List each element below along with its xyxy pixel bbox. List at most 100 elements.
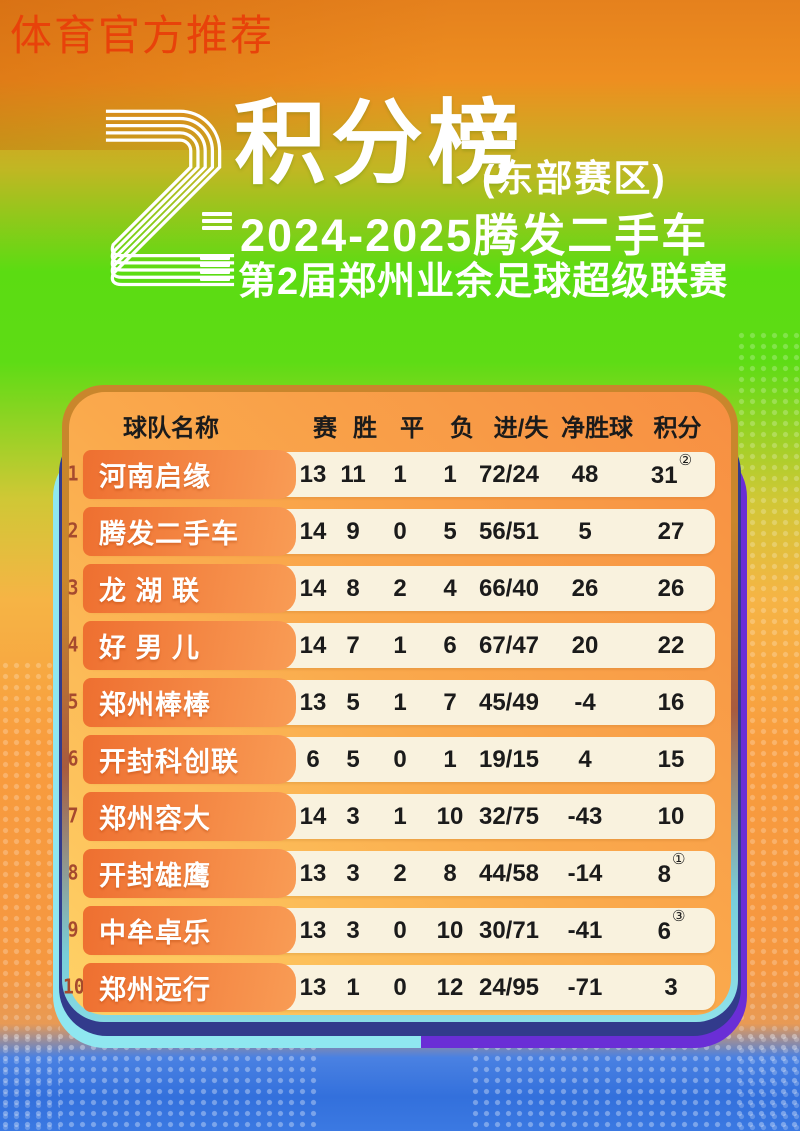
cell-goal-diff: -4 — [574, 688, 596, 716]
cell-played: 13 — [299, 973, 327, 1001]
cell-drawn: 1 — [393, 688, 407, 716]
cell-goals: 30/71 — [478, 916, 540, 944]
cell-drawn: 0 — [393, 517, 407, 545]
col-header-played: 赛 — [313, 414, 337, 442]
cell-played: 13 — [299, 859, 327, 887]
table-header-row: 球队名称 赛 胜 平 负 进/失 净胜球 积分 — [71, 406, 715, 444]
row-pill: 腾发二手车 14 9 0 5 56/51 5 27 — [83, 507, 715, 556]
cell-goals: 45/49 — [478, 688, 540, 716]
cell-lost: 10 — [436, 802, 464, 830]
cell-won: 5 — [346, 688, 360, 716]
cell-goal-diff: -14 — [567, 859, 603, 887]
division-label: (东部赛区) — [482, 158, 667, 199]
team-name-badge: 腾发二手车 — [83, 507, 296, 556]
cell-drawn: 0 — [393, 916, 407, 944]
cell-goal-diff: 48 — [571, 460, 599, 488]
cell-goals: 56/51 — [478, 517, 540, 545]
rank-number: 4 — [67, 633, 79, 658]
table-row: 10 郑州远行 13 1 0 12 24/95 -71 3 — [63, 963, 715, 1012]
team-name-badge: 郑州棒棒 — [83, 678, 296, 727]
cell-goal-diff: -43 — [567, 802, 603, 830]
cell-points: 8① — [657, 850, 686, 888]
team-name-badge: 好 男 儿 — [83, 621, 296, 670]
cell-played: 14 — [299, 802, 327, 830]
points-footnote: ③ — [671, 907, 686, 925]
col-header-lost: 负 — [450, 414, 474, 442]
table-body: 1 河南启缘 13 11 1 1 72/24 48 31② — [63, 450, 715, 1012]
subtitle-line-1: 2024-2025腾发二手车 — [240, 210, 709, 261]
cell-played: 13 — [299, 460, 327, 488]
cell-points: 16 — [657, 689, 685, 716]
table-row: 8 开封雄鹰 13 3 2 8 44/58 -14 8① — [68, 849, 715, 898]
col-header-goal-diff: 净胜球 — [561, 414, 633, 442]
col-header-team: 球队名称 — [123, 414, 219, 442]
cell-drawn: 0 — [393, 973, 407, 1001]
standings-card: 球队名称 赛 胜 平 负 进/失 净胜球 积分 1 河南启缘 — [53, 385, 747, 1048]
cell-lost: 1 — [443, 745, 457, 773]
cell-goals: 67/47 — [478, 631, 540, 659]
row-pill: 中牟卓乐 13 3 0 10 30/71 -41 6③ — [83, 906, 715, 955]
cell-goals: 44/58 — [478, 859, 540, 887]
standings-table: 球队名称 赛 胜 平 负 进/失 净胜球 积分 1 河南启缘 — [63, 392, 731, 1015]
cell-lost: 5 — [443, 517, 457, 545]
row-pill: 开封科创联 6 5 0 1 19/15 4 15 — [83, 735, 715, 784]
cell-drawn: 0 — [393, 745, 407, 773]
cell-lost: 10 — [436, 916, 464, 944]
col-header-drawn: 平 — [400, 414, 424, 442]
cell-won: 1 — [346, 973, 360, 1001]
row-pill: 开封雄鹰 13 3 2 8 44/58 -14 8① — [83, 849, 715, 898]
stripes-decoration — [200, 256, 230, 281]
big-number-2-graphic — [105, 109, 235, 287]
cell-goal-diff: 26 — [571, 574, 599, 602]
cell-goal-diff: -71 — [567, 973, 603, 1001]
cell-won: 5 — [346, 745, 360, 773]
cell-drawn: 2 — [393, 859, 407, 887]
cell-lost: 7 — [443, 688, 457, 716]
cell-goals: 24/95 — [478, 973, 540, 1001]
cell-won: 8 — [346, 574, 360, 602]
row-pill: 好 男 儿 14 7 1 6 67/47 20 22 — [83, 621, 715, 670]
page-title: 积分榜 — [234, 93, 526, 195]
team-name-badge: 河南启缘 — [83, 450, 296, 499]
rank-number: 1 — [67, 462, 79, 487]
points-footnote: ② — [678, 451, 693, 469]
team-name-badge: 龙 湖 联 — [83, 564, 296, 613]
col-header-goals: 进/失 — [493, 414, 549, 442]
cell-played: 13 — [299, 916, 327, 944]
cell-played: 14 — [299, 517, 327, 545]
cell-points: 27 — [657, 518, 685, 545]
cell-goals: 66/40 — [478, 574, 540, 602]
cell-points: 10 — [657, 803, 685, 830]
cell-lost: 1 — [443, 460, 457, 488]
row-pill: 郑州棒棒 13 5 1 7 45/49 -4 16 — [83, 678, 715, 727]
cell-goals: 72/24 — [478, 460, 540, 488]
row-pill: 龙 湖 联 14 8 2 4 66/40 26 26 — [83, 564, 715, 613]
col-header-won: 胜 — [353, 414, 377, 442]
table-row: 7 郑州容大 14 3 1 10 32/75 -43 10 — [68, 792, 715, 841]
cell-points: 31② — [650, 451, 693, 489]
cell-points: 6③ — [657, 907, 686, 945]
row-pill: 郑州容大 14 3 1 10 32/75 -43 10 — [83, 792, 715, 841]
cell-drawn: 1 — [393, 460, 407, 488]
cell-won: 3 — [346, 802, 360, 830]
rank-number: 8 — [67, 861, 79, 886]
cell-lost: 8 — [443, 859, 457, 887]
rank-number: 10 — [63, 975, 85, 1000]
cell-lost: 12 — [436, 973, 464, 1001]
team-name-badge: 开封雄鹰 — [83, 849, 296, 898]
promo-text: 体育官方推荐 — [10, 14, 275, 60]
row-pill: 郑州远行 13 1 0 12 24/95 -71 3 — [83, 963, 715, 1012]
points-footnote: ① — [671, 850, 686, 868]
cell-won: 11 — [340, 460, 366, 488]
cell-drawn: 2 — [393, 574, 407, 602]
cell-points: 22 — [657, 632, 685, 659]
cell-lost: 6 — [443, 631, 457, 659]
cell-points: 15 — [657, 746, 685, 773]
table-row: 3 龙 湖 联 14 8 2 4 66/40 26 26 — [68, 564, 715, 613]
rank-number: 7 — [67, 804, 79, 829]
rank-number: 2 — [67, 519, 79, 544]
cell-drawn: 1 — [393, 631, 407, 659]
cell-goal-diff: 4 — [578, 745, 592, 773]
cell-won: 3 — [346, 916, 360, 944]
